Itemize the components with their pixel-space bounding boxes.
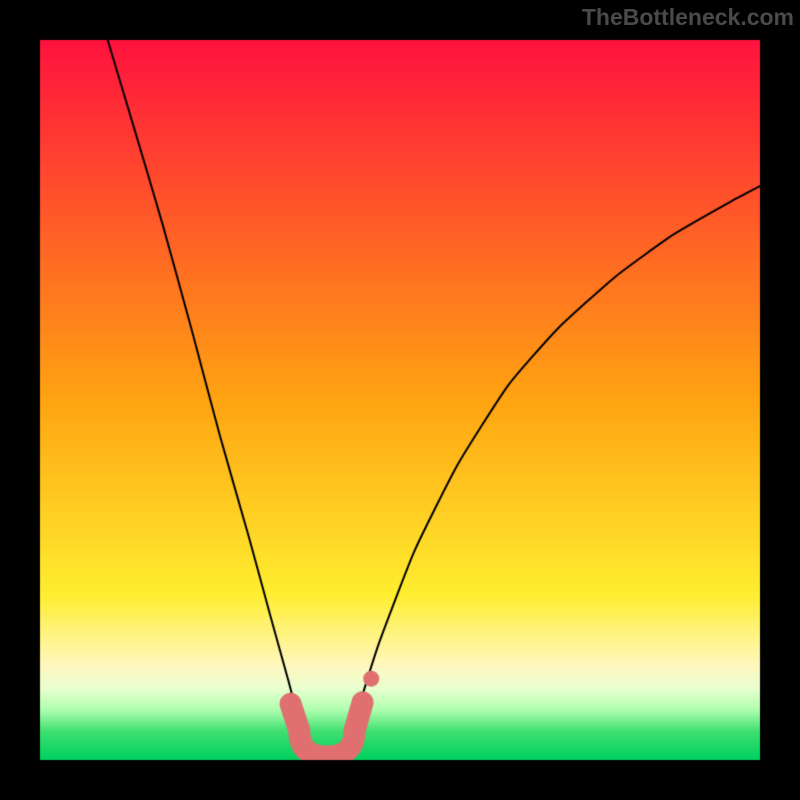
chart-root: TheBottleneck.com bbox=[0, 0, 800, 800]
bottleneck-curve-chart bbox=[0, 0, 800, 800]
attribution-label: TheBottleneck.com bbox=[582, 4, 794, 31]
